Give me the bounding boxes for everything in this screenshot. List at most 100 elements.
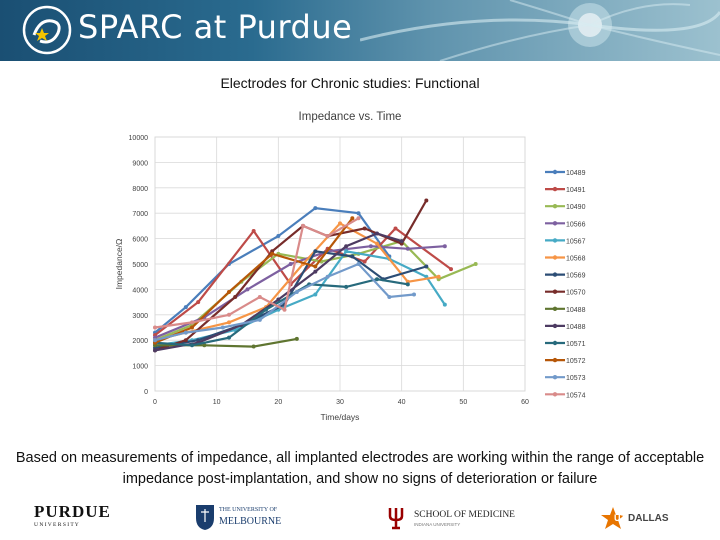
data-point (424, 264, 429, 269)
ut-dallas-logo: UT DALLAS (600, 502, 690, 536)
legend-marker (552, 392, 558, 397)
data-point (356, 262, 361, 266)
iu-medicine-logo: SCHOOL OF MEDICINE INDIANA UNIVERSITY (388, 502, 528, 536)
data-point (405, 246, 410, 251)
y-tick-label: 8000 (132, 186, 148, 193)
series-line-10488 (154, 232, 403, 352)
data-point (183, 330, 188, 335)
legend-marker (552, 340, 558, 346)
data-point (313, 206, 318, 211)
legend-label: 10574 (566, 392, 586, 399)
legend-marker (552, 204, 558, 209)
y-tick-label: 6000 (132, 237, 148, 244)
legend-marker (552, 289, 558, 294)
header-banner: SPARC at Purdue (0, 0, 720, 61)
data-point (344, 249, 349, 254)
y-tick-label: 0 (144, 389, 148, 396)
legend-marker (552, 186, 558, 192)
data-point (301, 223, 305, 228)
ut-name: DALLAS (628, 513, 669, 524)
data-point (375, 231, 379, 236)
y-tick-label: 5000 (132, 262, 148, 269)
y-tick-label: 7000 (132, 211, 148, 218)
legend-label: 10569 (566, 273, 586, 280)
data-point (356, 211, 361, 216)
legend-label: 10568 (566, 256, 586, 263)
data-point (313, 249, 318, 254)
y-tick-label: 3000 (132, 313, 148, 320)
legend-label: 10571 (566, 341, 586, 348)
x-tick-label: 50 (459, 399, 467, 406)
data-point (183, 305, 188, 310)
data-point (294, 289, 299, 294)
data-point (190, 343, 194, 348)
series-line-10491 (154, 226, 452, 336)
iu-line1: SCHOOL OF MEDICINE (414, 510, 515, 520)
y-tick-label: 1000 (132, 364, 148, 371)
purdue-name: PURDUE (34, 502, 111, 521)
x-tick-label: 10 (213, 399, 221, 406)
data-point (350, 254, 355, 259)
legend-label: 10489 (566, 170, 586, 177)
data-point (153, 348, 157, 353)
data-point (251, 344, 256, 349)
data-point (356, 216, 361, 221)
data-point (257, 317, 262, 322)
series-layer (153, 198, 478, 353)
data-point (153, 325, 157, 330)
series-line-10569 (154, 250, 427, 349)
data-point (294, 336, 299, 341)
iu-line2: INDIANA UNIVERSITY (414, 522, 461, 527)
data-point (399, 239, 404, 244)
data-point (233, 295, 238, 300)
data-point (449, 267, 453, 272)
data-point (220, 325, 225, 330)
data-point (412, 292, 416, 297)
data-point (424, 198, 429, 203)
x-tick-label: 60 (521, 399, 529, 406)
purdue-sub: U N I V E R S I T Y (34, 522, 79, 528)
series-line-10574 (154, 217, 360, 329)
data-point (313, 292, 318, 297)
legend-label: 10488 (566, 324, 586, 331)
series-line-10572 (154, 217, 354, 344)
data-point (368, 244, 373, 249)
impedance-chart: 0100020003000400050006000700080009000100… (114, 111, 586, 422)
data-point (362, 226, 367, 231)
axis-layer: 0100020003000400050006000700080009000100… (129, 135, 529, 406)
legend-label: 10490 (566, 204, 586, 211)
data-point (202, 343, 207, 348)
y-tick-label: 10000 (129, 135, 149, 142)
data-point (405, 282, 410, 287)
x-axis-label: Time/days (321, 412, 360, 422)
ut-mark: UT (614, 513, 626, 523)
data-point (183, 338, 188, 343)
y-tick-label: 2000 (132, 338, 148, 345)
y-axis-label: Impedance/Ω (114, 239, 124, 290)
legend-label: 10567 (566, 238, 586, 245)
data-point (227, 335, 231, 340)
data-point (227, 289, 231, 294)
data-point (245, 287, 250, 292)
data-point (227, 320, 231, 325)
legend-marker (552, 357, 558, 363)
data-point (362, 259, 367, 264)
legend-marker (552, 272, 558, 277)
legend-label: 10488 (566, 307, 586, 314)
data-point (288, 262, 293, 266)
y-tick-label: 9000 (132, 160, 148, 167)
legend-marker (552, 375, 558, 380)
data-point (190, 325, 194, 330)
data-point (190, 320, 194, 325)
ut-star-icon (601, 507, 625, 529)
data-point (313, 269, 318, 274)
data-point (196, 300, 201, 305)
legend: 10489 10491 10490 10566 10567 10568 10569 10570… (545, 169, 586, 399)
data-point (442, 302, 447, 307)
data-point (313, 264, 318, 269)
data-point (270, 251, 275, 256)
header-title: SPARC at Purdue (78, 8, 353, 46)
legend-marker (552, 323, 558, 329)
iu-trident-icon (388, 508, 404, 530)
data-point (276, 234, 281, 239)
